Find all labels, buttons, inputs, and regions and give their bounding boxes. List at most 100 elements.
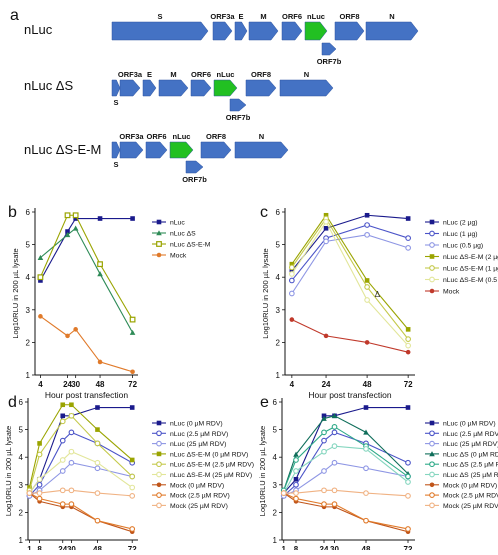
legend-label: Mock (0 µM RDV) <box>443 482 497 489</box>
chart-c: 1 2 3 4 5 6 4 24 48 72 Hour post transfection Log10… <box>261 208 498 400</box>
series <box>280 487 411 499</box>
panel-letter-b: b <box>8 204 17 221</box>
gene-label: ORF3a <box>118 70 143 79</box>
data-point <box>129 405 135 410</box>
data-point <box>129 473 136 480</box>
data-point <box>68 459 75 466</box>
data-point <box>323 218 329 225</box>
gene-arrow <box>119 79 141 97</box>
y-tick-label: 1 <box>19 536 24 545</box>
series-line <box>291 319 409 353</box>
data-point <box>37 254 44 260</box>
series <box>27 405 135 496</box>
series <box>38 216 135 283</box>
series-line <box>29 406 133 494</box>
data-point <box>156 492 162 498</box>
series-line <box>29 489 133 497</box>
legend-label: nLuc ΔS-E-M (0 µM RDV) <box>170 451 248 458</box>
series <box>26 490 136 532</box>
series <box>288 215 412 342</box>
data-point <box>64 212 71 219</box>
data-point <box>156 219 162 225</box>
data-point <box>429 254 435 259</box>
gene-label: E <box>238 12 243 21</box>
y-tick-label: 5 <box>26 241 31 250</box>
gene-arrow <box>234 21 248 41</box>
data-point <box>429 276 435 283</box>
data-point <box>293 495 299 502</box>
legend-label: nLuc (2.5 µM RDV) <box>443 431 498 438</box>
construct-0: nLuc S ORF3a E M ORF6 nLuc ORF8 N ORF7b <box>24 12 419 66</box>
data-point <box>59 418 66 425</box>
data-point <box>68 501 75 507</box>
data-point <box>323 238 329 245</box>
data-point <box>321 429 327 436</box>
gene-label: N <box>304 70 309 79</box>
data-point <box>321 487 327 494</box>
gene-arrow <box>190 79 212 97</box>
y-tick-label: 3 <box>26 306 31 315</box>
data-point <box>156 230 162 236</box>
series <box>280 413 411 493</box>
x-tick-label: 30 <box>71 380 80 389</box>
data-point <box>288 264 295 271</box>
data-point <box>129 457 135 463</box>
gene-label: nLuc <box>307 12 325 21</box>
data-point <box>129 492 136 499</box>
gene-label: ORF6 <box>146 132 166 141</box>
data-point <box>36 490 43 496</box>
legend-label: nLuc ΔS (25 µM RDV) <box>443 472 498 479</box>
construct-name: nLuc ΔS <box>24 78 73 93</box>
data-point <box>364 284 370 290</box>
data-point <box>331 459 338 466</box>
data-point <box>429 242 435 248</box>
legend-label: nLuc (25 µM RDV) <box>443 441 498 448</box>
gene-label: ORF8 <box>339 12 359 21</box>
data-point <box>363 490 369 496</box>
data-point <box>364 222 370 228</box>
data-point <box>37 274 44 281</box>
data-point <box>37 441 42 446</box>
data-point <box>405 216 411 221</box>
x-axis-label: Hour post transfection <box>45 390 128 400</box>
data-point <box>60 413 66 419</box>
series-line <box>283 489 409 497</box>
y-tick-label: 2 <box>276 338 281 347</box>
series-line <box>291 217 409 340</box>
series-line <box>283 492 409 530</box>
data-point <box>321 437 327 444</box>
x-tick-label: 24 <box>63 380 72 389</box>
x-axis-label: Hour post transfection <box>308 390 391 400</box>
gene-label: E <box>147 70 152 79</box>
data-point <box>69 402 74 408</box>
data-point <box>68 429 75 436</box>
series-line <box>283 445 409 494</box>
x-tick-label: 48 <box>362 545 371 550</box>
data-point <box>156 482 162 488</box>
data-point <box>68 412 75 419</box>
data-point <box>129 526 136 532</box>
gene-arrow <box>234 141 289 159</box>
series-line <box>28 415 133 491</box>
data-point <box>405 459 411 466</box>
series-line <box>283 406 408 494</box>
data-point <box>156 430 162 437</box>
data-point <box>59 468 66 474</box>
data-point <box>129 329 136 335</box>
series-line <box>28 404 133 488</box>
data-point <box>72 212 79 219</box>
data-point <box>429 219 435 225</box>
data-point <box>94 459 101 466</box>
data-point <box>59 487 66 494</box>
data-point <box>405 235 412 241</box>
data-point <box>156 502 162 509</box>
gene-label: ORF8 <box>251 70 271 79</box>
legend-label: nLuc (0.5 µg) <box>443 243 483 250</box>
legend: nLuc (2 µg) nLuc (1 µg) nLuc (0.5 µg) nLuc … <box>425 220 498 296</box>
data-point <box>64 232 71 238</box>
gene-arrow <box>245 79 277 97</box>
series <box>280 423 411 494</box>
gene-label: S <box>157 12 162 21</box>
y-tick-label: 6 <box>273 398 278 407</box>
data-point <box>331 429 338 436</box>
